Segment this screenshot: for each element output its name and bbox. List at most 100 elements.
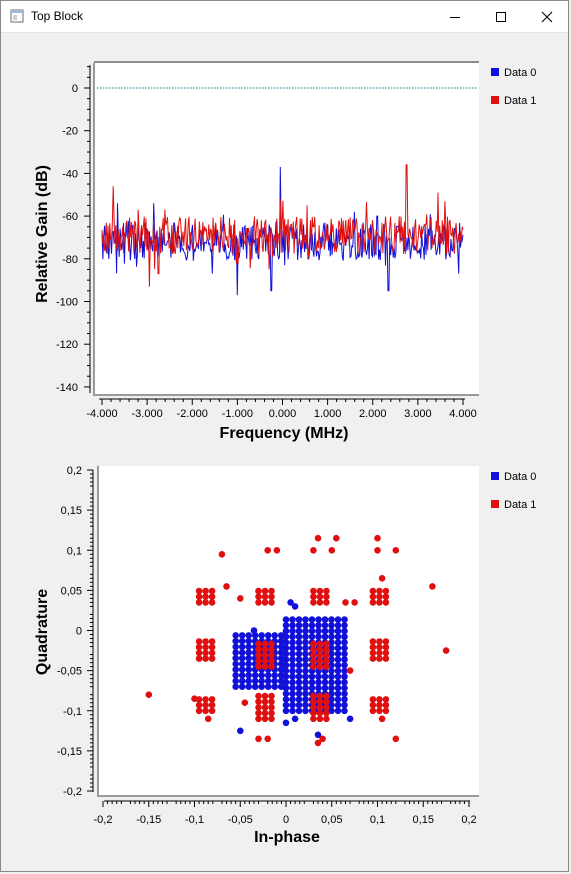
point-data-0: [302, 650, 309, 658]
series-data-1: [145, 534, 450, 747]
point-data-1: [273, 547, 281, 554]
legend-label-data-1: Data 1: [504, 95, 536, 107]
point-data-1: [241, 699, 249, 706]
constellation-points: [145, 534, 450, 747]
spectrum-traces: [101, 164, 464, 296]
point-data-1: [369, 696, 377, 703]
constellation-plot[interactable]: 0,20,150,10,050-0,05-0,1-0,15-0,2 -0,2 -0…: [1, 453, 570, 871]
point-data-1: [342, 599, 349, 606]
point-data-1: [261, 715, 269, 723]
x-axis-ticks: -4.000 -3.000 -2.000 -1.000 0.000 1.000 2.000 3…: [86, 399, 477, 420]
point-data-1: [310, 599, 317, 606]
point-data-1: [261, 646, 269, 653]
plot-frame: [93, 63, 479, 396]
point-data-0: [302, 701, 309, 709]
point-data-1: [376, 696, 383, 703]
point-data-0: [308, 679, 316, 686]
x-tick-label: -0,1: [185, 814, 204, 826]
x-tick-label: -0,2: [94, 814, 113, 826]
legend-item-data-0[interactable]: Data 0: [491, 67, 536, 79]
point-data-0: [334, 644, 342, 652]
point-data-0: [295, 667, 303, 675]
point-data-1: [374, 547, 381, 554]
point-data-1: [310, 698, 317, 705]
x-tick-label: -0,15: [136, 814, 161, 826]
point-data-0: [245, 654, 252, 662]
point-data-0: [289, 656, 296, 663]
point-data-1: [376, 643, 383, 651]
point-data-0: [277, 632, 285, 639]
point-data-1: [316, 698, 324, 705]
y-tick-label: -40: [62, 168, 78, 180]
point-data-1: [261, 593, 269, 600]
point-data-1: [316, 709, 324, 717]
point-data-1: [319, 735, 326, 743]
point-data-1: [202, 643, 209, 651]
point-data-0: [245, 632, 252, 639]
point-data-0: [277, 637, 285, 645]
point-data-0: [321, 622, 329, 629]
maximize-button[interactable]: [478, 1, 524, 32]
point-data-1: [316, 593, 324, 600]
point-data-0: [232, 677, 239, 685]
point-data-0: [341, 701, 348, 709]
point-data-0: [334, 696, 342, 703]
point-data-0: [295, 633, 303, 640]
point-data-0: [302, 633, 309, 640]
point-data-0: [302, 644, 309, 652]
point-data-1: [261, 640, 269, 648]
x-axis-ticks: -0,2 -0,15 -0,1 -0,05 0 0,05 0,1 0,15 0,2: [94, 801, 477, 826]
point-data-0: [341, 650, 348, 658]
minimize-icon: [450, 16, 460, 18]
point-data-0: [287, 599, 294, 606]
y-tick-label: 0,05: [61, 585, 82, 597]
point-data-0: [308, 627, 316, 635]
frequency-plot[interactable]: 0 -20 -40 -60 -80 -100 -120 -140 -4.000 -3.000 -2…: [1, 33, 570, 453]
point-data-0: [289, 622, 296, 629]
point-data-1: [202, 701, 209, 709]
point-data-1: [255, 599, 262, 606]
point-data-1: [208, 649, 216, 657]
point-data-0: [238, 649, 246, 656]
point-data-0: [302, 616, 309, 623]
x-tick-label: 1.000: [314, 408, 342, 420]
point-data-0: [341, 707, 348, 715]
point-data-1: [382, 707, 390, 715]
point-data-0: [334, 684, 342, 692]
point-data-0: [295, 707, 303, 715]
point-data-1: [369, 599, 377, 606]
point-data-0: [277, 643, 285, 651]
point-data-1: [264, 735, 272, 743]
close-button[interactable]: [524, 1, 570, 32]
legend-item-data-1[interactable]: Data 1: [491, 499, 536, 511]
point-data-0: [277, 666, 285, 673]
point-data-0: [308, 616, 316, 623]
minimize-button[interactable]: [432, 1, 478, 32]
title-bar[interactable]: Top Block: [1, 1, 568, 33]
point-data-1: [261, 663, 269, 670]
x-tick-label: 0,1: [370, 814, 385, 826]
x-tick-label: 0,05: [321, 814, 342, 826]
point-data-0: [328, 684, 335, 692]
point-data-0: [289, 633, 296, 640]
point-data-1: [323, 657, 330, 665]
point-data-0: [238, 654, 246, 662]
point-data-0: [295, 639, 303, 646]
point-data-1: [376, 707, 383, 715]
point-data-1: [268, 593, 275, 600]
point-data-1: [268, 657, 275, 665]
close-icon: [541, 11, 553, 22]
point-data-1: [261, 599, 269, 606]
point-data-1: [208, 643, 216, 651]
legend-item-data-1[interactable]: Data 1: [491, 95, 536, 107]
point-data-1: [392, 735, 400, 743]
point-data-0: [328, 644, 335, 652]
point-data-0: [264, 672, 272, 679]
point-data-0: [341, 622, 348, 629]
window-title: Top Block: [31, 9, 84, 23]
point-data-0: [264, 683, 272, 690]
point-data-0: [302, 656, 309, 663]
point-data-0: [289, 667, 296, 675]
legend-item-data-0[interactable]: Data 0: [491, 471, 536, 483]
point-data-0: [302, 690, 309, 697]
